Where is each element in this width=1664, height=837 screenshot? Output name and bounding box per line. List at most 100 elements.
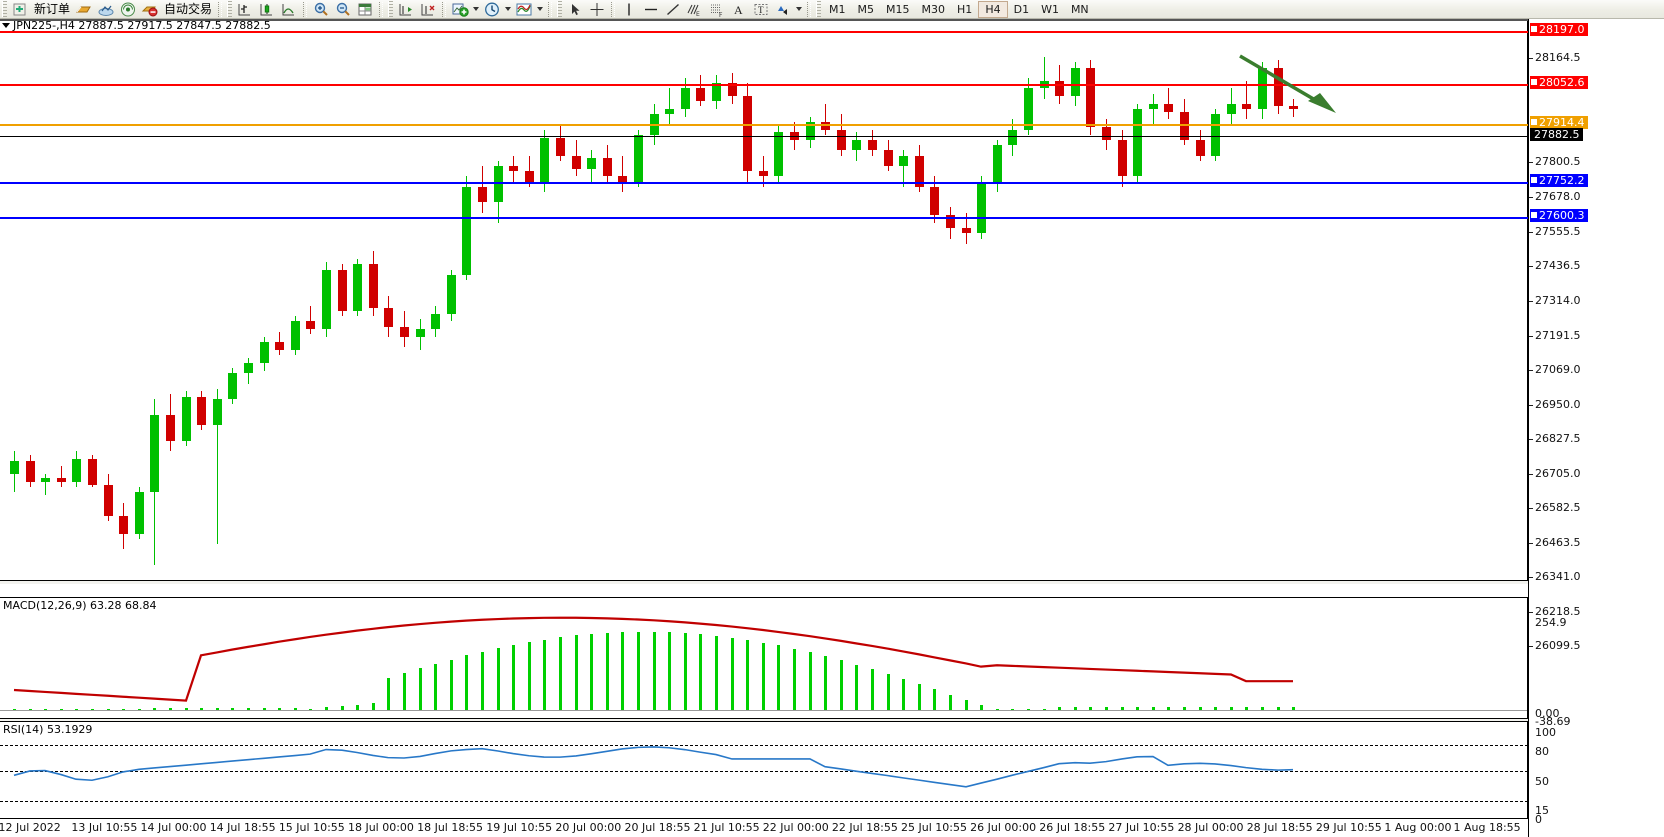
period-icon[interactable] [481, 0, 503, 18]
macd-histogram-bar [559, 637, 562, 710]
price-badge-resistance-level-1[interactable]: 28197.0 [1530, 23, 1588, 36]
new-order-button[interactable] [9, 0, 31, 18]
auto-scroll-icon[interactable] [417, 0, 439, 18]
macd-histogram-bar [762, 642, 765, 710]
timeframe-m30[interactable]: M30 [921, 2, 946, 16]
cursor-icon[interactable] [564, 0, 586, 18]
price-scale[interactable]: 28164.5 27800.5 27678.0 27555.5 27436.5 27314… [1528, 19, 1664, 837]
fibonacci-icon[interactable]: F [706, 0, 728, 18]
templates-icon[interactable] [513, 0, 535, 18]
time-axis-label: 22 Jul 18:55 [831, 821, 898, 834]
terminal-icon[interactable] [95, 0, 117, 18]
shapes-dropdown-caret[interactable] [796, 7, 803, 11]
support-line-27600[interactable] [0, 217, 1528, 219]
macd-histogram-bar [1183, 707, 1186, 710]
gold-bar-icon[interactable] [73, 0, 95, 18]
toolbar-grip-5[interactable] [816, 1, 822, 17]
level-handle[interactable] [1531, 177, 1537, 183]
price-badge-support-level-2[interactable]: 27600.3 [1530, 209, 1588, 222]
signal-icon[interactable] [117, 0, 139, 18]
timeframe-m15[interactable]: M15 [886, 2, 910, 16]
rsi-tick-label: 100 [1535, 726, 1556, 739]
horizontal-line-icon[interactable] [640, 0, 662, 18]
rsi-pane[interactable]: RSI(14) 53.1929 [0, 721, 1528, 819]
toolbar-separator-4 [442, 1, 447, 17]
support-line-27752[interactable] [0, 182, 1528, 184]
price-badge-resistance-level-2[interactable]: 28052.6 [1530, 76, 1588, 89]
macd-histogram-bar [278, 707, 281, 710]
level-handle[interactable] [1531, 79, 1537, 85]
price-tick-label: 26705.0 [1535, 467, 1581, 480]
price-badge-support-level-1[interactable]: 27752.2 [1530, 174, 1588, 187]
current-price-line[interactable] [0, 136, 1528, 137]
macd-histogram-bar [138, 708, 141, 711]
price-tick-label: 26950.0 [1535, 398, 1581, 411]
price-badge-current-price[interactable]: 27882.5 [1530, 128, 1583, 141]
timeframe-w1[interactable]: W1 [1041, 2, 1059, 16]
macd-histogram-bar [372, 703, 375, 710]
macd-histogram-bar [653, 631, 656, 710]
macd-histogram-bar [294, 707, 297, 710]
macd-tick-label: -38.69 [1535, 715, 1571, 728]
resistance-line-28197[interactable] [0, 31, 1528, 33]
rsi-tick-label: 0 [1535, 813, 1542, 826]
level-handle[interactable] [1531, 119, 1537, 125]
splitter-price-macd[interactable] [0, 581, 1528, 584]
timeframe-m5[interactable]: M5 [857, 2, 875, 16]
timeframe-h1[interactable]: H1 [957, 2, 973, 16]
price-tick [1529, 405, 1533, 406]
line-chart-icon[interactable] [278, 0, 300, 18]
new-order-label[interactable]: 新订单 [34, 2, 71, 16]
grid-icon[interactable] [354, 0, 376, 18]
crosshair-icon[interactable] [586, 0, 608, 18]
macd-histogram-bar [699, 634, 702, 710]
macd-histogram-bar [387, 678, 390, 710]
time-axis-label: 14 Jul 18:55 [209, 821, 276, 834]
period-dropdown-caret[interactable] [505, 7, 512, 11]
splitter-macd-rsi[interactable] [0, 719, 1528, 722]
resistance-line-28052[interactable] [0, 84, 1528, 86]
time-axis-label: 28 Jul 18:55 [1246, 821, 1313, 834]
candlestick-chart-icon[interactable] [256, 0, 278, 18]
toolbar-grip-4[interactable] [557, 1, 563, 17]
price-tick-label: 26827.5 [1535, 432, 1581, 445]
chart-collapse-icon[interactable] [2, 23, 10, 28]
auto-trading-label[interactable]: 自动交易 [164, 2, 213, 16]
timeframe-mn[interactable]: MN [1070, 2, 1089, 16]
price-badge-orange-level[interactable]: 27914.4 [1530, 116, 1588, 129]
bar-chart-icon[interactable] [234, 0, 256, 18]
equidistant-channel-icon[interactable]: E [684, 0, 706, 18]
level-handle[interactable] [1531, 212, 1537, 218]
macd-histogram-bar [1074, 707, 1077, 710]
level-handle[interactable] [1531, 26, 1537, 32]
zoom-out-icon[interactable] [332, 0, 354, 18]
vertical-line-icon[interactable] [618, 0, 640, 18]
orange-line-27914[interactable] [0, 124, 1528, 126]
macd-pane[interactable]: MACD(12,26,9) 63.28 68.84 [0, 597, 1528, 719]
time-axis-label: 25 Jul 10:55 [901, 821, 967, 834]
templates-dropdown-caret[interactable] [537, 7, 544, 11]
toolbar-grip[interactable] [2, 1, 7, 17]
time-axis-label: 14 Jul 00:00 [140, 821, 207, 834]
chart-shift-icon[interactable] [395, 0, 417, 18]
time-axis-label: 19 Jul 10:55 [486, 821, 553, 834]
macd-histogram-bar [231, 707, 234, 710]
toolbar-grip-2[interactable] [227, 1, 233, 17]
autotrading-icon[interactable] [139, 0, 161, 18]
macd-histogram-bar [855, 664, 858, 710]
zoom-in-icon[interactable] [310, 0, 332, 18]
add-indicator-icon[interactable] [449, 0, 471, 18]
add-indicator-dropdown-caret[interactable] [473, 7, 480, 11]
price-pane[interactable] [0, 19, 1528, 581]
timeframe-d1[interactable]: D1 [1013, 2, 1030, 16]
shapes-icon[interactable] [772, 0, 794, 18]
timeframe-h4[interactable]: H4 [978, 0, 1008, 18]
toolbar-grip-3[interactable] [388, 1, 394, 17]
text-label-icon[interactable]: T [750, 0, 772, 18]
text-icon[interactable]: A [728, 0, 750, 18]
price-tick [1529, 439, 1533, 440]
trendline-icon[interactable] [662, 0, 684, 18]
toolbar-separator-2 [303, 1, 308, 17]
timeframe-m1[interactable]: M1 [829, 2, 846, 16]
macd-histogram-bar [902, 678, 905, 710]
